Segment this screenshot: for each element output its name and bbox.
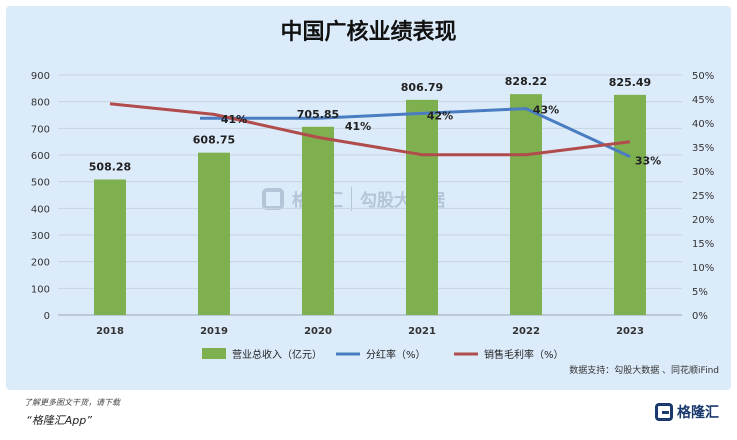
y-right-tick-label: 35% <box>692 143 714 154</box>
y-right-tick-label: 25% <box>692 191 714 202</box>
x-tick-label: 2021 <box>408 326 436 337</box>
y-right-tick-label: 30% <box>692 167 714 178</box>
legend-label: 营业总收入（亿元） <box>232 348 322 361</box>
bar-data-label: 508.28 <box>89 160 131 173</box>
bar-data-label: 806.79 <box>401 81 443 94</box>
y-right-tick-label: 50% <box>692 71 714 82</box>
bar-data-label: 608.75 <box>193 134 235 147</box>
y-left-tick-label: 900 <box>31 71 50 82</box>
bar <box>94 179 126 315</box>
y-right-tick-label: 10% <box>692 263 714 274</box>
x-tick-label: 2020 <box>304 326 332 337</box>
line-data-label: 33% <box>635 155 661 168</box>
bar <box>510 94 542 316</box>
footer-line-1: 了解更多图文干货，请下载 <box>24 398 120 407</box>
legend-swatch <box>202 348 226 359</box>
y-left-tick-label: 600 <box>31 151 50 162</box>
y-left-tick-label: 400 <box>31 204 50 215</box>
y-right-tick-label: 15% <box>692 239 714 250</box>
footer-line-2: “格隆汇App” <box>26 414 92 427</box>
y-left-tick-label: 0 <box>44 311 50 322</box>
logo-icon <box>655 403 673 421</box>
y-left-tick-label: 300 <box>31 231 50 242</box>
x-tick-label: 2022 <box>512 326 540 337</box>
legend-label: 销售毛利率（%） <box>484 348 564 361</box>
y-left-tick-label: 800 <box>31 98 50 109</box>
line-data-label: 41% <box>345 120 371 133</box>
x-tick-label: 2023 <box>616 326 644 337</box>
bar <box>406 99 438 315</box>
x-tick-label: 2018 <box>96 326 124 337</box>
chart-title: 中国广核业绩表现 <box>280 20 457 45</box>
y-left-tick-label: 700 <box>31 124 50 135</box>
x-tick-label: 2019 <box>200 326 228 337</box>
watermark-separator <box>351 186 352 211</box>
legend-label: 分红率（%） <box>366 348 426 361</box>
bar-data-label: 825.49 <box>609 76 651 89</box>
y-right-tick-label: 40% <box>692 119 714 130</box>
watermark-logo-icon <box>262 187 284 210</box>
line-data-label: 41% <box>221 113 247 126</box>
line-data-label: 43% <box>533 104 559 117</box>
brand-logo[interactable]: 格隆汇 <box>655 402 719 422</box>
series-line <box>109 102 631 157</box>
logo-text: 格隆汇 <box>677 405 719 421</box>
line-data-label: 42% <box>427 109 453 122</box>
bar-data-label: 828.22 <box>505 75 547 88</box>
y-right-tick-label: 45% <box>692 95 714 106</box>
series-line <box>200 107 631 158</box>
y-left-tick-label: 100 <box>31 284 50 295</box>
bar <box>302 126 334 315</box>
y-right-tick-label: 0% <box>692 311 708 322</box>
data-source: 数据支持：勾股大数据 、同花顺iFind <box>569 366 719 376</box>
bar <box>614 94 646 316</box>
y-left-tick-label: 500 <box>31 178 50 189</box>
y-right-tick-label: 20% <box>692 215 714 226</box>
bar <box>198 152 230 315</box>
y-right-tick-label: 5% <box>692 287 708 298</box>
bar-data-label: 705.85 <box>297 108 339 121</box>
chart-card <box>6 6 731 390</box>
y-left-tick-label: 200 <box>31 258 50 269</box>
